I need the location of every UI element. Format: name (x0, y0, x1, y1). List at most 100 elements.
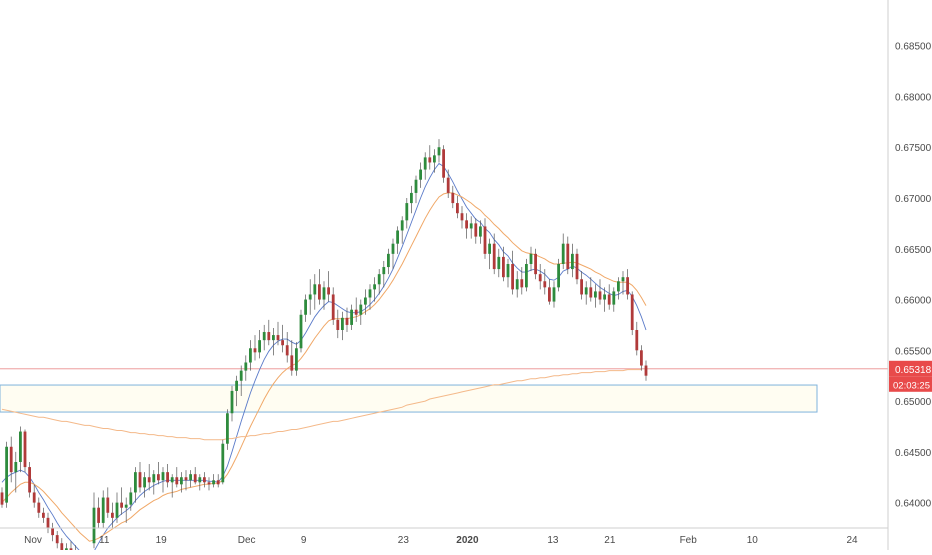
candle (138, 462, 142, 493)
price-axis[interactable]: 0.68500 0.68000 0.67500 0.67000 0.66500 0.660… (887, 0, 932, 550)
x-tick-label: 9 (301, 535, 307, 546)
candle (19, 426, 22, 473)
time-axis[interactable]: Nov 11 19 Dec 9 23 2020 13 21 Feb 10 24 (0, 527, 888, 546)
candle (42, 507, 45, 523)
candle-body (272, 335, 275, 341)
candle-body (327, 287, 330, 295)
candle (359, 299, 363, 325)
candle-body (0, 492, 4, 505)
candle (594, 284, 597, 308)
candle-body (97, 507, 100, 523)
candle (203, 472, 206, 488)
x-tick-label: 24 (846, 535, 858, 546)
candle (488, 238, 491, 270)
candle-body (124, 504, 128, 508)
candle-body (239, 370, 243, 381)
candle-body (626, 277, 629, 295)
candle (492, 233, 496, 275)
candle-body (557, 264, 560, 288)
candle-body (400, 220, 404, 231)
candle-body (42, 512, 45, 518)
x-tick-label: 19 (156, 535, 168, 546)
candle-body (640, 350, 643, 366)
price-badge (889, 360, 932, 377)
candle-body (161, 472, 165, 481)
candle-body (387, 253, 390, 268)
candle-body (630, 294, 634, 330)
candle (258, 330, 261, 359)
y-tick-label: 0.66500 (895, 245, 932, 256)
candle-body (543, 281, 547, 288)
candle (529, 246, 533, 272)
candle-body (364, 297, 367, 305)
candle-body (60, 543, 64, 554)
candle-body (267, 332, 271, 341)
candle (14, 451, 18, 493)
candle-body (437, 147, 441, 156)
candle-body (612, 291, 616, 305)
candle-body (502, 256, 505, 278)
candle (313, 274, 317, 310)
candle (446, 169, 450, 198)
candle (603, 287, 606, 312)
candle-body (617, 281, 620, 292)
candle-body (451, 192, 455, 204)
candle (506, 258, 510, 288)
candle-body (193, 474, 197, 483)
candle (557, 258, 560, 292)
candle-body (152, 474, 156, 483)
candle (97, 497, 100, 528)
moving-averages (1, 162, 647, 555)
candle-body (14, 462, 18, 473)
candle (364, 289, 367, 315)
candle-body (423, 157, 427, 170)
y-tick-label: 0.67000 (895, 194, 932, 205)
candle-body (589, 287, 593, 298)
candle (106, 487, 110, 518)
candle-body (571, 253, 574, 270)
candle-body (295, 348, 298, 371)
candle-body (529, 253, 533, 264)
candle-body (244, 362, 248, 371)
candle (543, 269, 547, 295)
candle (607, 284, 611, 310)
candle (538, 264, 542, 290)
candle (373, 277, 376, 302)
candle-body (299, 314, 303, 349)
candle-body (216, 480, 220, 485)
candle-body (147, 477, 151, 483)
candle (497, 248, 501, 278)
candle (621, 271, 625, 295)
candle-body (249, 348, 252, 363)
candle (212, 474, 215, 488)
candle-body (497, 256, 501, 270)
candle (460, 206, 464, 229)
candle-body (46, 517, 50, 528)
candle (92, 492, 96, 549)
candle-body (134, 472, 137, 493)
candle (166, 464, 169, 488)
candle (575, 248, 579, 285)
candle-body (368, 289, 372, 298)
candle-body (235, 380, 238, 391)
ma-fast-line (1, 162, 647, 555)
candle (239, 365, 243, 396)
candle (51, 522, 54, 542)
candle-body (548, 287, 551, 302)
candle-body (221, 443, 225, 483)
candle-body (520, 279, 524, 288)
candle-body (644, 365, 648, 376)
candle (331, 287, 335, 325)
candle (423, 152, 427, 180)
candle-body (336, 319, 340, 330)
candle-body (23, 431, 27, 468)
candle (428, 145, 432, 170)
candle-body (607, 294, 611, 305)
candle-body (212, 480, 215, 485)
candle-body (460, 213, 464, 221)
candle-body (157, 474, 160, 481)
candle-body (313, 284, 317, 295)
candle (152, 470, 156, 495)
